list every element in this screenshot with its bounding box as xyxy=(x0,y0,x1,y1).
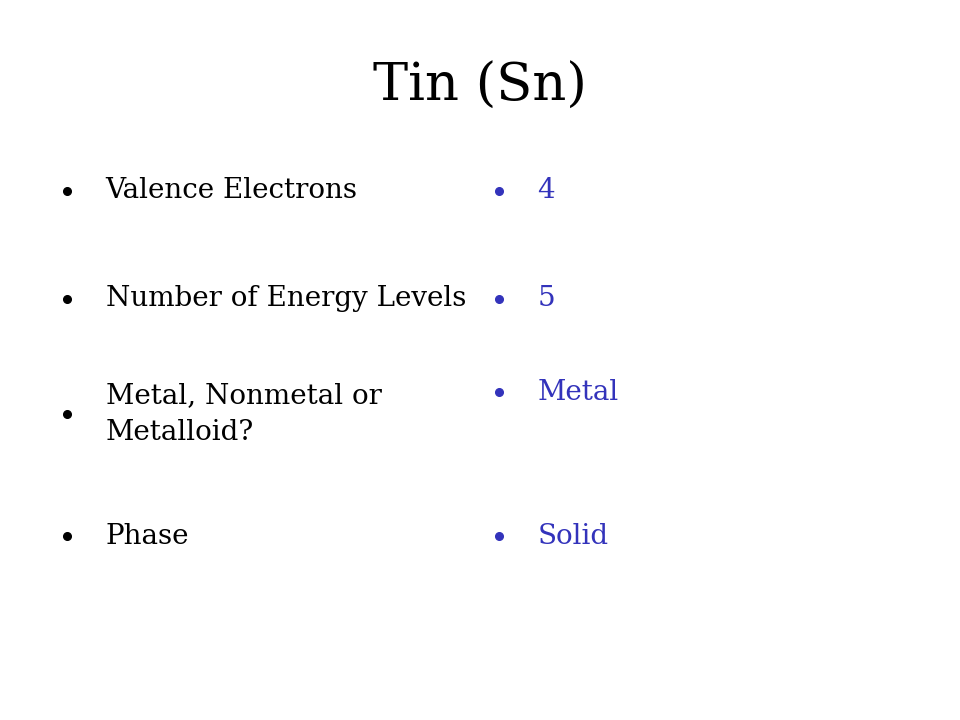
Text: Number of Energy Levels: Number of Energy Levels xyxy=(106,285,466,312)
Text: Metal, Nonmetal or
Metalloid?: Metal, Nonmetal or Metalloid? xyxy=(106,382,381,446)
Text: Tin (Sn): Tin (Sn) xyxy=(373,61,587,112)
Text: Solid: Solid xyxy=(538,523,609,550)
Text: Phase: Phase xyxy=(106,523,189,550)
Text: 5: 5 xyxy=(538,285,555,312)
Text: 4: 4 xyxy=(538,177,555,204)
Text: Valence Electrons: Valence Electrons xyxy=(106,177,357,204)
Text: Metal: Metal xyxy=(538,379,619,406)
